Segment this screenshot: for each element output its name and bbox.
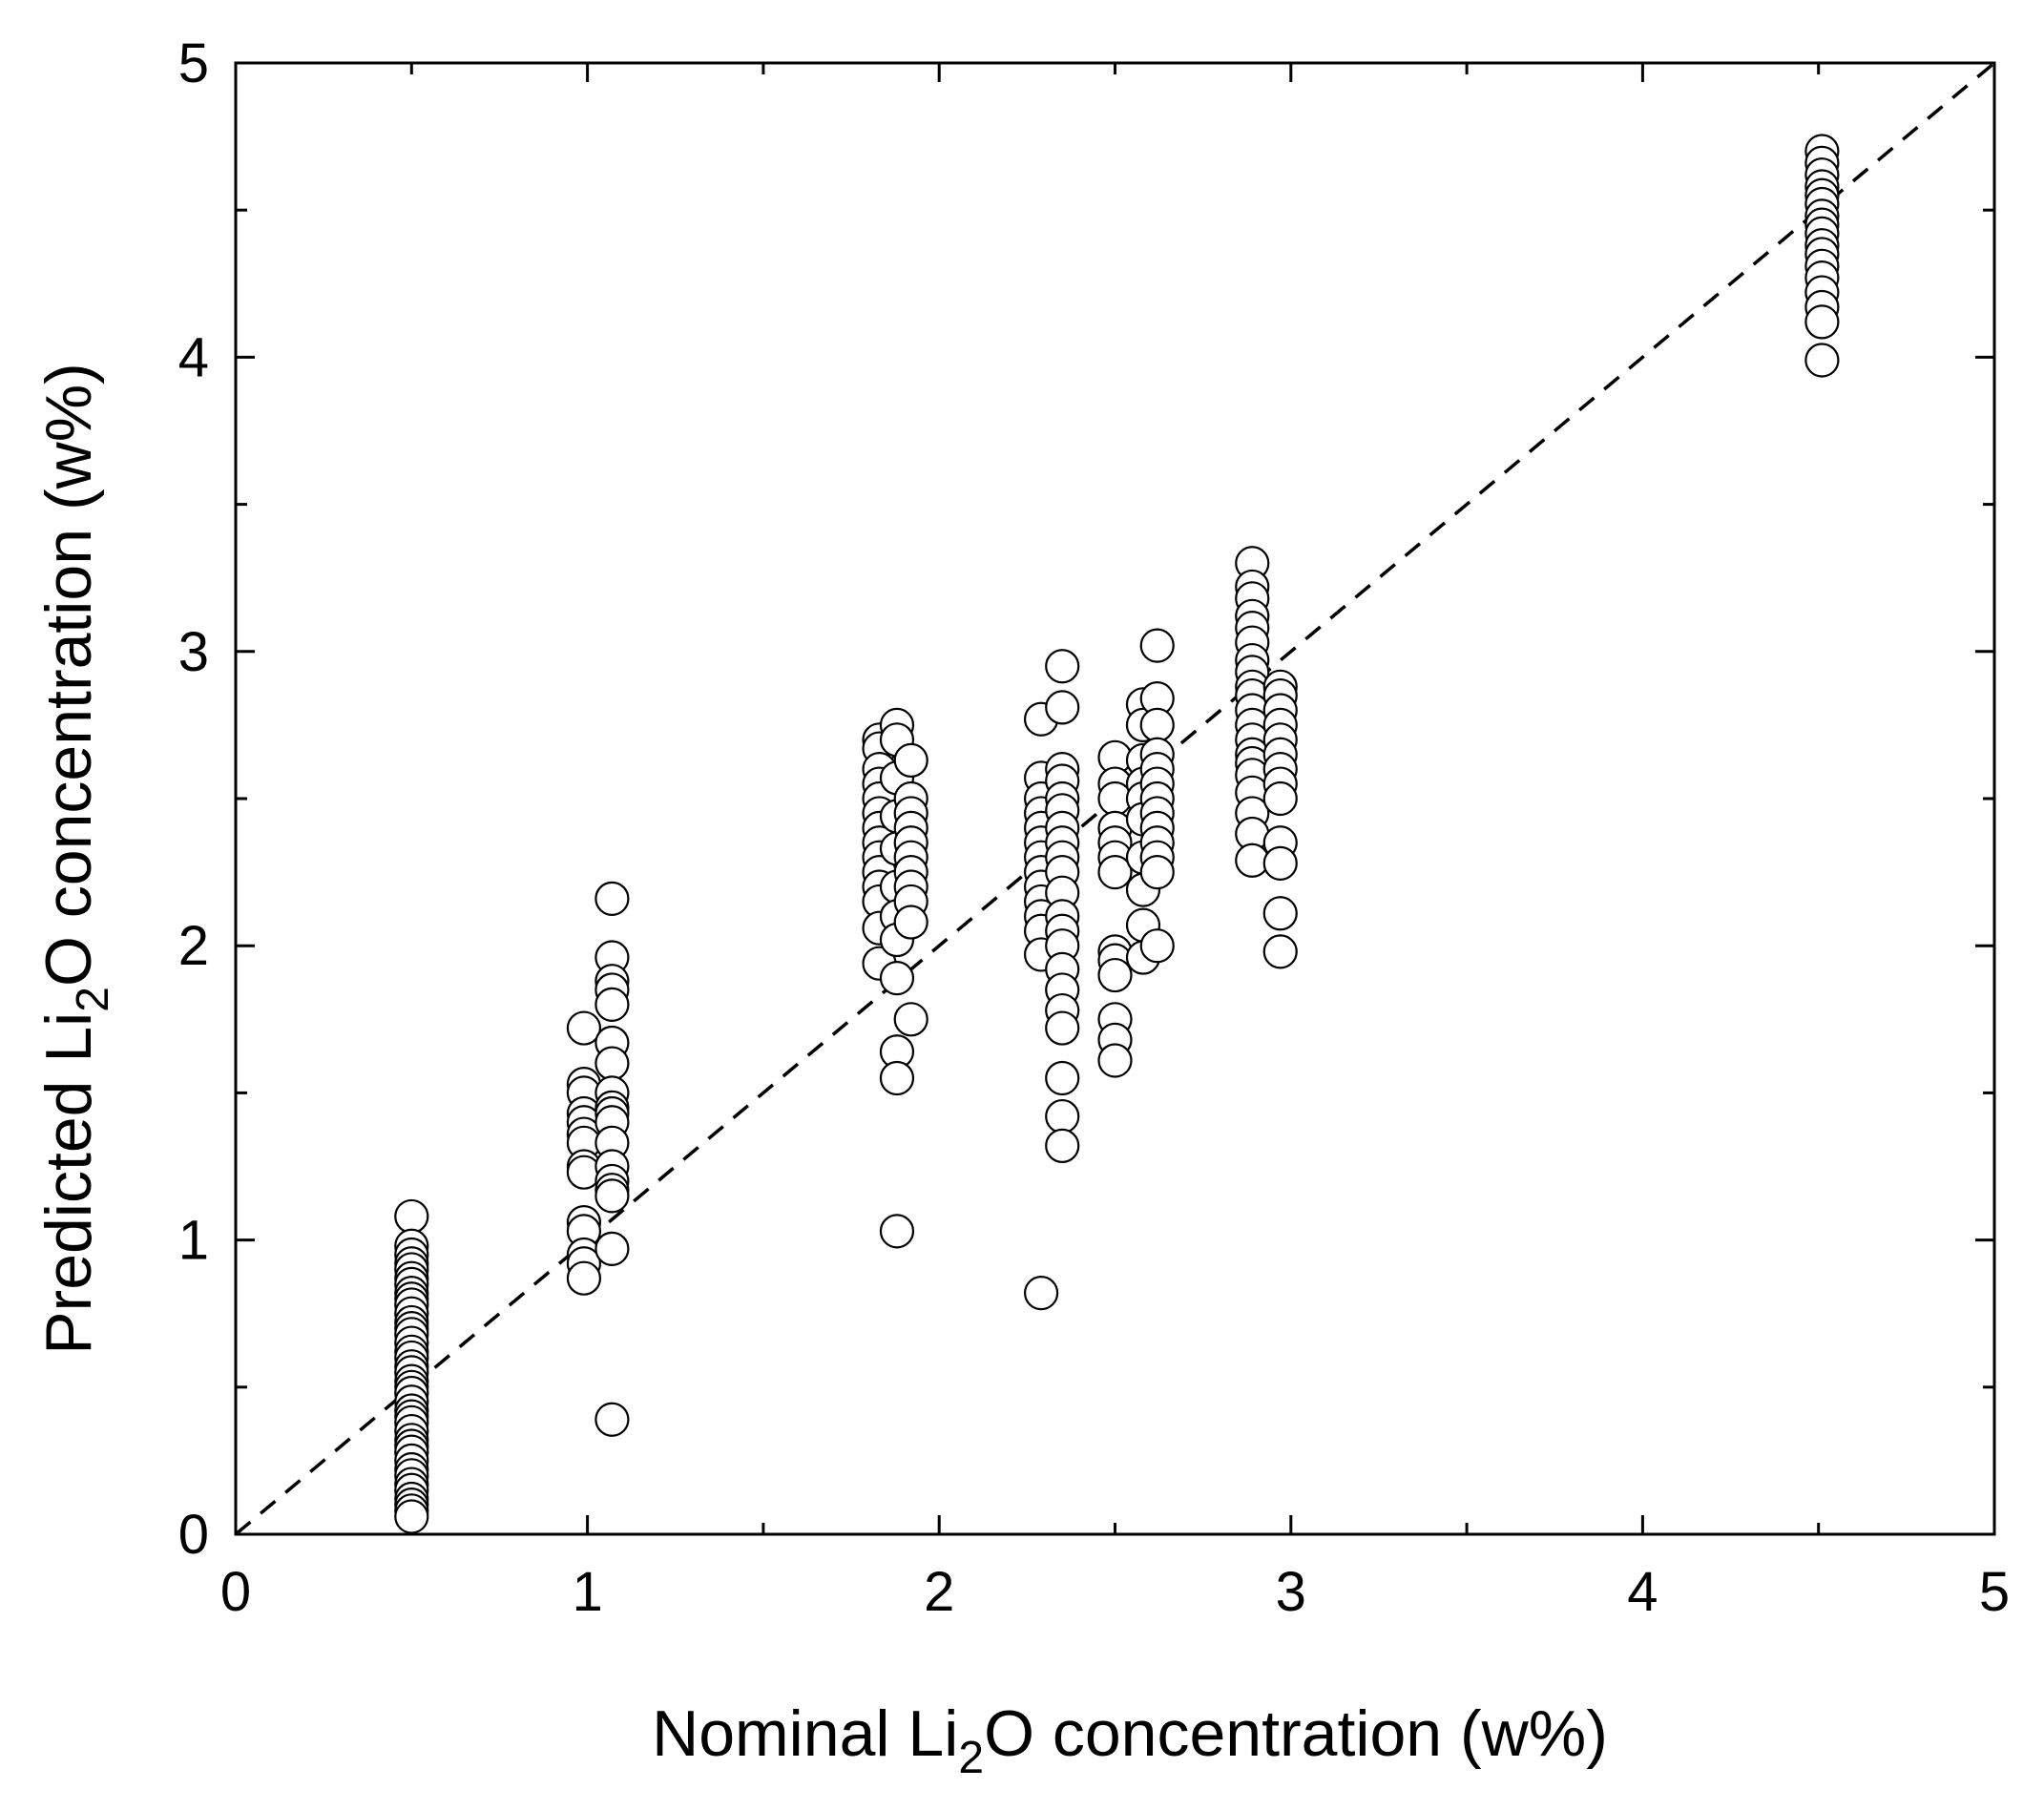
data-point xyxy=(566,1010,602,1046)
x-tick-label: 1 xyxy=(572,1561,602,1623)
series-group xyxy=(1262,669,1298,969)
y-tick-label: 1 xyxy=(178,1210,209,1272)
series-group xyxy=(893,742,928,1037)
data-point xyxy=(1097,1043,1133,1078)
data-point xyxy=(594,987,630,1022)
x-axis-label-post: O concentration (w%) xyxy=(984,1697,1608,1770)
y-tick-label: 2 xyxy=(178,915,209,977)
x-axis-label-sub: 2 xyxy=(958,1733,984,1783)
data-point xyxy=(594,1402,630,1437)
plot-frame xyxy=(234,61,1996,1536)
data-point xyxy=(893,1002,928,1037)
y-axis-label-post: O concentration (w%) xyxy=(32,363,105,987)
data-point xyxy=(1097,854,1133,890)
y-tick-label: 4 xyxy=(178,326,209,388)
x-axis-label: Nominal Li2O concentration (w%) xyxy=(652,1697,1608,1783)
x-tick-label: 3 xyxy=(1276,1561,1306,1623)
data-point xyxy=(1045,1128,1080,1164)
data-point xyxy=(1045,1098,1080,1134)
y-tick-label: 3 xyxy=(178,621,209,683)
data-point xyxy=(893,905,928,940)
data-point xyxy=(566,1260,602,1296)
data-point xyxy=(394,1499,429,1534)
data-point xyxy=(1045,1010,1080,1046)
data-point xyxy=(893,742,928,779)
data-point xyxy=(1804,304,1840,340)
series-group xyxy=(1097,739,1133,1078)
data-point xyxy=(1045,1060,1080,1096)
y-tick-label: 5 xyxy=(178,32,209,94)
y-axis-label-sub: 2 xyxy=(68,987,118,1012)
data-point xyxy=(594,1178,630,1214)
y-axis-label: Predicted Li2O concentration (w%) xyxy=(32,363,118,1355)
data-point xyxy=(879,1214,915,1249)
data-point xyxy=(1139,707,1175,743)
series-group xyxy=(566,1010,602,1296)
x-axis-label-pre: Nominal Li xyxy=(652,1697,958,1770)
data-point xyxy=(1045,690,1080,725)
series-group xyxy=(1235,546,1270,878)
data-point xyxy=(1262,845,1298,881)
series-group xyxy=(1804,134,1840,378)
data-point xyxy=(1262,934,1298,969)
series-group xyxy=(1139,628,1175,964)
data-point xyxy=(1139,628,1175,663)
data-point xyxy=(1139,854,1175,890)
data-point xyxy=(1262,780,1298,817)
y-tick-label: 0 xyxy=(178,1504,209,1566)
series-group xyxy=(1045,649,1080,1164)
series-group xyxy=(394,1198,429,1534)
x-tick-label: 0 xyxy=(220,1561,251,1623)
x-tick-label: 2 xyxy=(924,1561,954,1623)
data-point xyxy=(594,881,630,916)
y-tick-labels: 0 1 2 3 4 5 xyxy=(178,32,209,1566)
x-tick-label: 5 xyxy=(1979,1561,2010,1623)
series-group xyxy=(594,881,630,1437)
data-points xyxy=(394,134,1840,1534)
data-point xyxy=(594,1046,630,1081)
data-point xyxy=(1139,928,1175,964)
x-tick-label: 4 xyxy=(1627,1561,1658,1623)
data-point xyxy=(394,1198,429,1235)
data-point xyxy=(1262,896,1298,931)
x-tick-labels: 0 1 2 3 4 5 xyxy=(220,1561,2010,1623)
data-point xyxy=(1023,1276,1059,1311)
data-point xyxy=(1804,343,1840,378)
data-point xyxy=(879,961,915,996)
y-axis-label-pre: Predicted Li xyxy=(32,1012,105,1355)
minor-ticks xyxy=(236,63,1994,1534)
data-point xyxy=(879,1060,915,1096)
data-point xyxy=(594,1231,630,1266)
data-point xyxy=(1097,957,1133,993)
data-point xyxy=(1045,649,1080,684)
